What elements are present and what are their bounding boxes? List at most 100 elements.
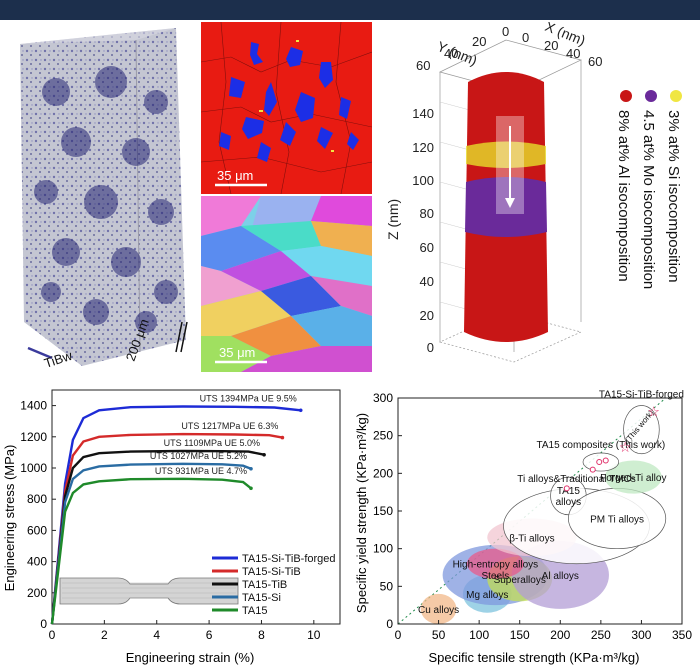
- apt-y-tick: 60: [416, 58, 430, 73]
- apt-panel: Y (nm) X (nm) Z (nm) 60 40 20 0 0 20 40 …: [376, 22, 700, 372]
- stress-strain-y-label: Engineering stress (MPa): [2, 445, 17, 592]
- header-band: [0, 0, 700, 20]
- stress-strain-legend-label: TA15-Si-TiB: [242, 566, 301, 578]
- ashby-chart: Specific tensile strength (KPa·m³/kg) Sp…: [354, 390, 692, 665]
- stress-strain-y-tick-label: 1000: [20, 461, 47, 475]
- ashby-region-label: TA15-Si-TiB-forged: [599, 390, 684, 401]
- stress-strain-x-tick-label: 4: [153, 628, 160, 642]
- ashby-region-label: alloys: [556, 497, 582, 508]
- stress-strain-series-line: [50, 449, 265, 625]
- apt-legend-si-label: 3% at% Si isocomposition: [665, 110, 682, 283]
- ashby-point: [589, 466, 596, 473]
- apt-z-tick: 60: [420, 240, 434, 255]
- apt-x-tick: 60: [588, 54, 602, 69]
- apt-legend-al-swatch: [620, 90, 632, 102]
- stress-strain-series-line: [50, 462, 252, 625]
- stress-strain-y-tick-label: 800: [27, 492, 47, 506]
- ashby-star-point: ☆: [647, 404, 660, 420]
- ashby-y-tick-label: 300: [373, 391, 393, 405]
- ashby-x-tick-label: 0: [395, 628, 402, 642]
- stress-strain-series-line: [50, 432, 283, 625]
- stress-strain-x-tick-label: 0: [49, 628, 56, 642]
- apt-x-tick: 0: [522, 30, 529, 45]
- ashby-region-label: TA15: [557, 486, 581, 497]
- stress-strain-panel: Engineering strain (%) Engineering stres…: [0, 378, 352, 669]
- ashby-y-tick-label: 0: [386, 617, 393, 631]
- ashby-region-label: TA15 composites (This work): [536, 440, 665, 451]
- ashby-region-label: PM Ti alloys: [590, 515, 644, 526]
- ashby-panel: Specific tensile strength (KPa·m³/kg) Sp…: [352, 378, 700, 669]
- ashby-region-label: Ti alloys&Traditional TMCs: [517, 474, 636, 485]
- stress-strain-chart: Engineering strain (%) Engineering stres…: [2, 389, 341, 665]
- stress-strain-y-tick-label: 1200: [20, 430, 47, 444]
- specimen-icon: [59, 577, 239, 605]
- ashby-y-tick-label: 200: [373, 466, 393, 480]
- stress-strain-fracture-point: [262, 452, 266, 457]
- ct-scale-bar: [175, 321, 183, 353]
- stress-strain-x-tick-label: 2: [101, 628, 108, 642]
- stress-strain-legend-label: TA15: [242, 605, 267, 617]
- apt-y-tick: 0: [502, 24, 509, 39]
- stress-strain-x-tick-label: 8: [258, 628, 265, 642]
- apt-legend-al-label: 8% at% Al isocomposition: [615, 110, 632, 282]
- stress-strain-x-tick-label: 10: [307, 628, 321, 642]
- ashby-point: [596, 459, 603, 466]
- ashby-region-label: Mg alloys: [466, 590, 508, 601]
- apt-z-tick: 120: [412, 140, 434, 155]
- ipf-scale-label: 35 μm: [219, 345, 255, 360]
- ashby-region-label: β-Ti alloys: [509, 533, 554, 544]
- stress-strain-data-label: UTS 1217MPa UE 6.3%: [181, 421, 278, 431]
- ipf-map-panel: 35 μm: [201, 196, 372, 372]
- apt-z-tick: 40: [420, 274, 434, 289]
- ashby-region: [466, 548, 524, 579]
- apt-image: Y (nm) X (nm) Z (nm) 60 40 20 0 0 20 40 …: [385, 22, 682, 363]
- stress-strain-fracture-point: [298, 408, 303, 413]
- apt-z-axis-label: Z (nm): [385, 199, 401, 240]
- apt-y-tick: 40: [444, 46, 458, 61]
- apt-z-tick: 0: [427, 340, 434, 355]
- ashby-star-point: ☆: [619, 439, 632, 455]
- apt-legend-mo-label: 4.5 at% Mo isocomposition: [640, 110, 657, 289]
- ashby-x-tick-label: 100: [469, 628, 489, 642]
- ashby-region-label: Superalloys: [494, 575, 546, 586]
- stress-strain-x-label: Engineering strain (%): [126, 650, 255, 665]
- apt-legend-mo-swatch: [645, 90, 657, 102]
- ashby-region: [604, 460, 662, 494]
- stress-strain-data-label: UTS 1027MPa UE 5.2%: [150, 451, 247, 461]
- phase-map-panel: 35 μm: [201, 22, 372, 194]
- ashby-x-tick-label: 50: [432, 628, 446, 642]
- apt-z-tick: 80: [420, 206, 434, 221]
- ipf-map-image: 35 μm: [201, 196, 372, 372]
- ashby-y-tick-label: 150: [373, 504, 393, 518]
- phase-map-scale-label: 35 μm: [217, 168, 253, 183]
- stress-strain-fracture-point: [249, 466, 253, 471]
- ashby-region-label: Forged-Ti alloy: [600, 473, 666, 484]
- ashby-y-tick-label: 250: [373, 429, 393, 443]
- ashby-x-label: Specific tensile strength (KPa·m³/kg): [429, 650, 640, 665]
- ashby-point: [602, 457, 609, 464]
- stress-strain-data-label: UTS 1109MPa UE 5.0%: [164, 438, 260, 448]
- ashby-region-label: Cu alloys: [418, 605, 459, 616]
- ashby-x-tick-label: 350: [672, 628, 692, 642]
- stress-strain-y-tick-label: 1400: [20, 399, 47, 413]
- apt-x-tick: 20: [544, 38, 558, 53]
- ashby-x-tick-label: 250: [591, 628, 611, 642]
- ashby-region-label: High-entropy alloys: [453, 560, 539, 571]
- apt-x-tick: 40: [566, 46, 580, 61]
- ashby-y-tick-label: 100: [373, 542, 393, 556]
- ashby-region: [623, 405, 660, 455]
- stress-strain-y-tick-label: 200: [27, 586, 47, 600]
- ashby-x-tick-label: 200: [550, 628, 570, 642]
- stress-strain-legend-label: TA15-TiB: [242, 579, 287, 591]
- stress-strain-data-label: UTS 1394MPa UE 9.5%: [200, 394, 297, 404]
- stress-strain-series-line: [50, 477, 252, 625]
- stress-strain-y-tick-label: 0: [40, 617, 47, 631]
- apt-z-tick: 100: [412, 173, 434, 188]
- ashby-region-label: Steels: [481, 571, 509, 582]
- ashby-y-tick-label: 50: [380, 579, 394, 593]
- apt-mo-isosurface: [465, 177, 547, 237]
- stress-strain-y-tick-label: 400: [27, 555, 47, 569]
- stress-strain-plot-frame: [51, 389, 341, 625]
- apt-z-tick: 20: [420, 308, 434, 323]
- apt-z-tick: 140: [412, 106, 434, 121]
